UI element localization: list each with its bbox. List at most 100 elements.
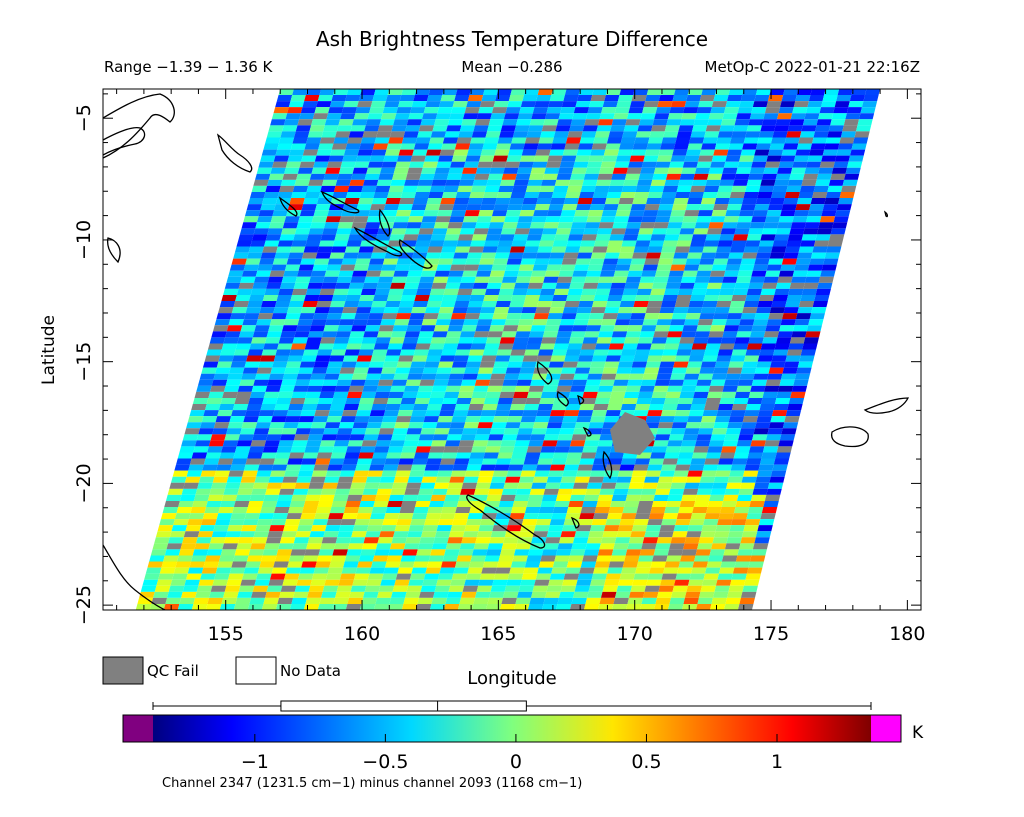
swath-pixel bbox=[184, 579, 201, 586]
swath-pixel bbox=[571, 597, 587, 604]
swath-pixel bbox=[691, 179, 708, 186]
swath-pixel bbox=[282, 173, 298, 180]
swath-pixel bbox=[330, 149, 346, 156]
swath-pixel bbox=[266, 482, 283, 489]
swath-pixel bbox=[232, 404, 249, 411]
swath-pixel bbox=[628, 319, 645, 326]
swath-pixel bbox=[331, 603, 348, 610]
swath-pixel bbox=[607, 349, 623, 356]
swath-pixel bbox=[514, 282, 530, 289]
swath-pixel bbox=[345, 95, 361, 102]
swath-pixel bbox=[425, 252, 442, 259]
swath-pixel bbox=[711, 264, 727, 271]
swath-pixel bbox=[508, 198, 525, 205]
swath-pixel bbox=[502, 434, 518, 441]
swath-pixel bbox=[321, 131, 337, 138]
swath-pixel bbox=[447, 537, 463, 544]
swath-pixel bbox=[579, 191, 595, 199]
swath-pixel bbox=[574, 585, 591, 592]
swath-pixel bbox=[714, 198, 730, 205]
swath-pixel bbox=[342, 155, 358, 162]
swath-pixel bbox=[268, 476, 284, 483]
swath-pixel bbox=[223, 337, 239, 344]
swath-pixel bbox=[174, 513, 191, 520]
swath-pixel bbox=[815, 288, 831, 295]
swath-pixel bbox=[169, 482, 185, 489]
swath-pixel bbox=[278, 337, 295, 344]
swath-pixel bbox=[260, 204, 276, 211]
swath-pixel bbox=[538, 294, 554, 302]
swath-pixel bbox=[333, 440, 350, 447]
swath-pixel bbox=[376, 179, 393, 186]
swath-pixel bbox=[241, 525, 257, 532]
swath-pixel bbox=[427, 452, 444, 459]
swath-pixel bbox=[352, 525, 369, 532]
swath-pixel bbox=[627, 216, 643, 223]
swath-pixel bbox=[200, 422, 216, 429]
swath-pixel bbox=[412, 404, 429, 411]
swath-pixel bbox=[441, 191, 458, 199]
swath-pixel bbox=[699, 95, 715, 102]
swath-pixel bbox=[693, 173, 709, 180]
swath-pixel bbox=[213, 525, 229, 532]
swath-pixel bbox=[710, 107, 726, 114]
swath-pixel bbox=[433, 276, 449, 283]
swath-pixel bbox=[243, 416, 259, 423]
plot-area bbox=[103, 89, 921, 610]
swath-pixel bbox=[551, 349, 568, 356]
swath-pixel bbox=[737, 379, 754, 386]
swath-pixel bbox=[402, 494, 419, 501]
swath-pixel bbox=[561, 258, 578, 265]
swath-pixel bbox=[642, 591, 659, 598]
swath-pixel bbox=[526, 131, 542, 138]
swath-pixel bbox=[700, 531, 716, 538]
swath-pixel bbox=[760, 288, 776, 295]
swath-pixel bbox=[329, 252, 345, 259]
swath-pixel bbox=[357, 404, 374, 411]
swath-pixel bbox=[553, 288, 570, 295]
swath-pixel bbox=[252, 482, 269, 489]
swath-pixel bbox=[682, 325, 698, 332]
swath-pixel bbox=[665, 391, 681, 398]
swath-pixel bbox=[460, 276, 476, 283]
swath-pixel bbox=[411, 513, 428, 520]
swath-pixel bbox=[850, 149, 866, 156]
swath-pixel bbox=[377, 125, 394, 132]
swath-pixel bbox=[712, 537, 728, 544]
swath-pixel bbox=[547, 258, 564, 265]
coastline-fiji-vitilevu bbox=[830, 426, 869, 448]
swath-pixel bbox=[239, 428, 256, 435]
swath-pixel bbox=[258, 161, 274, 168]
swath-pixel bbox=[752, 155, 768, 162]
coastline-vanuatu-5 bbox=[602, 450, 613, 480]
swath-pixel bbox=[668, 216, 685, 223]
swath-pixel bbox=[353, 470, 370, 477]
swath-pixel bbox=[711, 597, 727, 604]
swath-pixel bbox=[630, 531, 646, 538]
swath-pixel bbox=[511, 397, 528, 405]
swath-pixel bbox=[669, 597, 685, 604]
swath-pixel bbox=[718, 513, 734, 520]
swath-pixel bbox=[492, 258, 509, 265]
swath-pixel bbox=[849, 95, 865, 102]
swath-pixel bbox=[354, 416, 370, 423]
swath-pixel bbox=[661, 246, 677, 253]
swath-pixel bbox=[495, 458, 512, 465]
swath-pixel bbox=[173, 519, 189, 526]
swath-pixel bbox=[424, 155, 440, 162]
swath-pixel bbox=[249, 191, 266, 199]
swath-pixel bbox=[222, 440, 239, 447]
swath-pixel bbox=[818, 222, 834, 229]
swath-pixel bbox=[751, 270, 767, 277]
swath-pixel bbox=[341, 464, 357, 471]
swath-pixel bbox=[503, 167, 519, 174]
swath-pixel bbox=[766, 101, 782, 108]
swath-pixel bbox=[630, 476, 646, 483]
swath-pixel bbox=[320, 543, 336, 550]
swath-pixel bbox=[739, 101, 755, 108]
swath-pixel bbox=[361, 597, 378, 604]
swath-pixel bbox=[780, 155, 796, 162]
y-tick-label: −10 bbox=[73, 220, 95, 260]
swath-pixel bbox=[396, 155, 413, 162]
swath-pixel bbox=[531, 113, 547, 120]
